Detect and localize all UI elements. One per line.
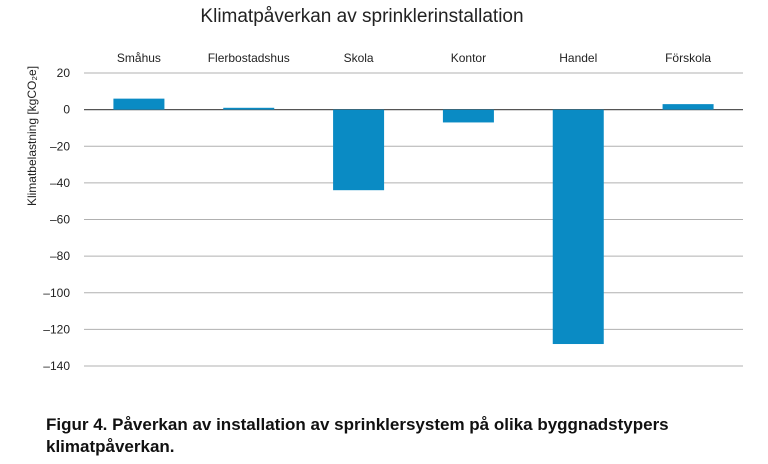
bar [223, 107, 275, 110]
y-tick-label: 0 [63, 103, 70, 117]
category-label: Skola [344, 51, 374, 65]
y-tick-label: –100 [43, 286, 70, 300]
chart: Klimatpåverkan av sprinklerinstallation … [25, 6, 743, 373]
figure-caption: Figur 4. Påverkan av installation av spr… [46, 415, 669, 456]
bar [552, 109, 604, 345]
category-label: Kontor [451, 51, 486, 65]
y-tick-label: –60 [50, 213, 70, 227]
category-label: Handel [559, 51, 597, 65]
category-label: Flerbostadshus [208, 51, 290, 65]
category-label: Småhus [117, 51, 161, 65]
bar [442, 109, 494, 123]
bar [333, 109, 385, 191]
bar [113, 98, 165, 110]
y-tick-label: –40 [50, 176, 70, 190]
y-tick-label: –80 [50, 249, 70, 263]
category-label: Förskola [665, 51, 711, 65]
y-tick-label: –140 [43, 359, 70, 373]
bars [113, 98, 714, 345]
y-axis-label: Klimatbelastning [kgCO₂e] [25, 66, 39, 206]
y-tick-label: –120 [43, 322, 70, 336]
bar [662, 104, 714, 110]
chart-title: Klimatpåverkan av sprinklerinstallation [200, 6, 523, 27]
y-tick-label: –20 [50, 139, 70, 153]
y-tick-label: 20 [57, 66, 71, 80]
y-tick-labels: 20 0 –20 –40 –60 –80 –100 –120 –140 [43, 66, 70, 373]
gridlines [84, 72, 743, 367]
category-labels: Småhus Flerbostadshus Skola Kontor Handel För… [117, 51, 712, 65]
